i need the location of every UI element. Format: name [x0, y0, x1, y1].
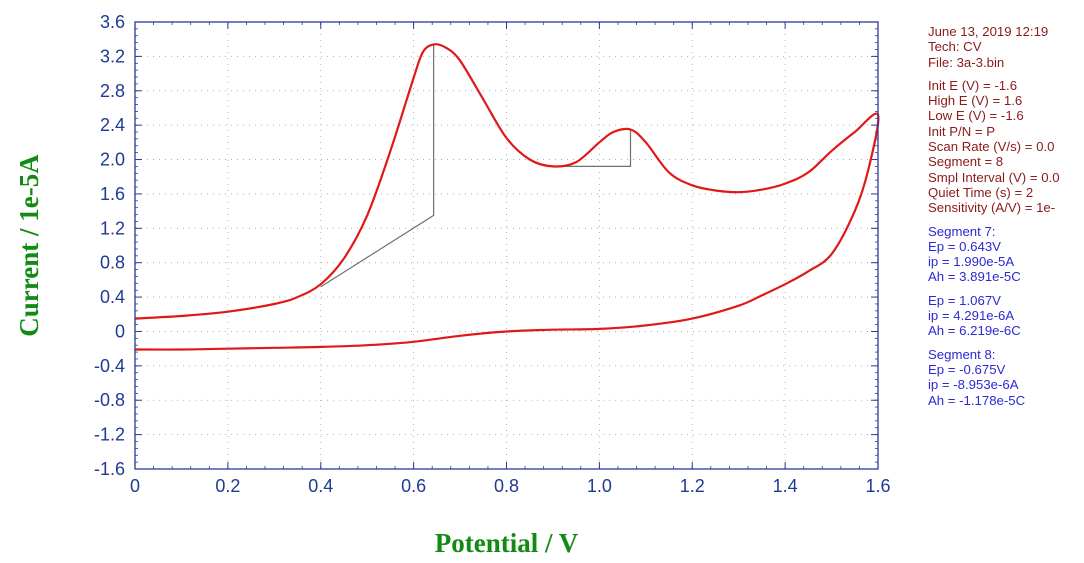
- param-init-e: Init E (V) = -1.6: [928, 77, 1018, 93]
- results-segment-7: Segment 7: Ep = 0.643V ip = 1.990e-5A Ah…: [928, 224, 1084, 285]
- x-tick-label: 0.6: [401, 476, 426, 496]
- baseline-lines: [320, 44, 632, 288]
- y-tick-label: 2.8: [100, 81, 125, 101]
- result-ep: Ep = -0.675V: [928, 361, 1006, 377]
- axis-ticks: [134, 21, 879, 470]
- result-ah: Ah = -1.178e-5C: [928, 392, 1026, 408]
- y-tick-label: 2.4: [100, 115, 125, 135]
- x-tick-label: 1.0: [587, 476, 612, 496]
- x-tick-label: 1.2: [680, 476, 705, 496]
- x-tick-label: 0.4: [308, 476, 333, 496]
- param-high-e: High E (V) = 1.6: [928, 93, 1023, 109]
- y-tick-label: -0.8: [94, 390, 125, 410]
- result-ep: Ep = 0.643V: [928, 238, 1001, 254]
- series-layer: [134, 43, 880, 351]
- result-ep: Ep = 1.067V: [928, 292, 1001, 308]
- results-peak-2: Ep = 1.067V ip = 4.291e-6A Ah = 6.219e-6…: [928, 293, 1084, 339]
- x-tick-label: 1.6: [865, 476, 890, 496]
- x-tick-labels: 0 0.2 0.4 0.6 0.8 1.0 1.2 1.4 1.6: [130, 476, 891, 496]
- y-tick-label: 0: [115, 321, 125, 341]
- x-tick-label: 0.8: [494, 476, 519, 496]
- meta-tech: Tech: CV: [928, 39, 982, 55]
- y-axis-title: Current / 1e-5A: [14, 154, 44, 337]
- grid-lines: [135, 22, 878, 469]
- x-axis-title: Potential / V: [435, 528, 579, 558]
- y-tick-label: 0.8: [100, 253, 125, 273]
- results-segment-8: Segment 8: Ep = -0.675V ip = -8.953e-6A …: [928, 347, 1084, 408]
- param-low-e: Low E (V) = -1.6: [928, 108, 1024, 124]
- meta-block: June 13, 2019 12:19 Tech: CV File: 3a-3.…: [928, 24, 1084, 70]
- y-tick-label: 1.6: [100, 184, 125, 204]
- peak-baseline: [320, 44, 435, 288]
- y-tick-label: -1.2: [94, 425, 125, 445]
- result-ah: Ah = 6.219e-6C: [928, 323, 1021, 339]
- x-tick-label: 0.2: [215, 476, 240, 496]
- y-tick-label: 1.2: [100, 218, 125, 238]
- result-ip: ip = 1.990e-5A: [928, 254, 1015, 270]
- result-segment-label: Segment 8:: [928, 346, 996, 362]
- param-smpl-interval: Smpl Interval (V) = 0.0: [928, 169, 1060, 185]
- result-segment-label: Segment 7:: [928, 223, 996, 239]
- result-ip: ip = -8.953e-6A: [928, 377, 1019, 393]
- x-tick-label: 0: [130, 476, 140, 496]
- param-segment: Segment = 8: [928, 154, 1004, 170]
- y-tick-label: -1.6: [94, 459, 125, 479]
- y-tick-labels: 3.6 3.2 2.8 2.4 2.0 1.6 1.2 0.8 0.4 0 -0.4 -0.8 -1.2…: [94, 12, 125, 479]
- y-tick-label: 0.4: [100, 287, 125, 307]
- y-tick-label: 3.2: [100, 46, 125, 66]
- y-tick-label: 3.6: [100, 12, 125, 32]
- cv-chart: 0 0.2 0.4 0.6 0.8 1.0 1.2 1.4 1.6 3.6 3.2 2.8 2.4 2.…: [14, 12, 891, 558]
- result-ah: Ah = 3.891e-5C: [928, 269, 1021, 285]
- series-line: [134, 43, 880, 351]
- plot-frame: [134, 21, 879, 470]
- x-tick-label: 1.4: [773, 476, 798, 496]
- meta-date: June 13, 2019 12:19: [928, 24, 1049, 39]
- info-panel: June 13, 2019 12:19 Tech: CV File: 3a-3.…: [928, 24, 1084, 408]
- result-ip: ip = 4.291e-6A: [928, 308, 1015, 324]
- peak-baseline: [552, 129, 632, 167]
- y-tick-label: -0.4: [94, 356, 125, 376]
- param-scan-rate: Scan Rate (V/s) = 0.0: [928, 139, 1055, 155]
- meta-file: File: 3a-3.bin: [928, 54, 1005, 70]
- y-tick-label: 2.0: [100, 150, 125, 170]
- param-sensitivity: Sensitivity (A/V) = 1e-: [928, 200, 1056, 216]
- param-quiet-time: Quiet Time (s) = 2: [928, 184, 1034, 200]
- params-block: Init E (V) = -1.6 High E (V) = 1.6 Low E…: [928, 78, 1084, 216]
- param-init-pn: Init P/N = P: [928, 123, 996, 139]
